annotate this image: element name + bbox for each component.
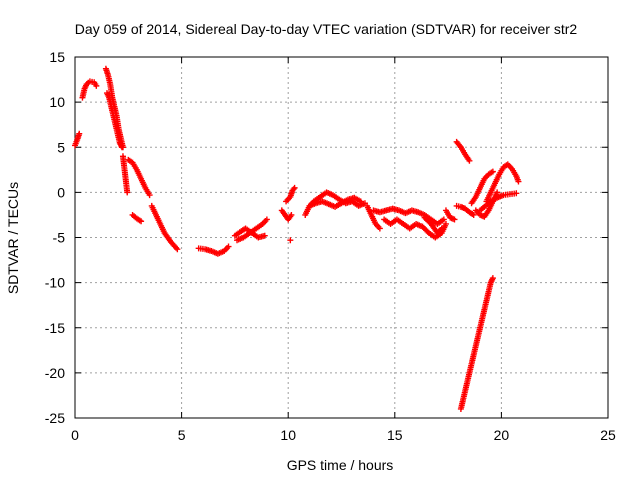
y-tick-label: 15 <box>49 49 65 65</box>
data-point <box>146 192 153 199</box>
data-point <box>118 144 125 151</box>
y-tick-label: 0 <box>57 184 65 200</box>
data-point <box>93 82 100 89</box>
y-axis-label: SDTVAR / TECUs <box>5 182 21 294</box>
data-point <box>489 275 496 282</box>
data-point <box>513 190 520 197</box>
data-point <box>357 198 364 205</box>
data-point <box>288 211 295 218</box>
data-point <box>494 189 501 196</box>
y-tick-label: -10 <box>45 275 65 291</box>
data-point <box>376 225 383 232</box>
x-tick-label: 20 <box>494 427 510 443</box>
data-point <box>174 246 181 253</box>
data-point <box>287 237 294 244</box>
data-point <box>466 157 473 164</box>
data-points <box>72 65 522 412</box>
y-tick-label: -25 <box>45 410 65 426</box>
y-tick-label: -15 <box>45 320 65 336</box>
data-point <box>442 220 449 227</box>
chart-title: Day 059 of 2014, Sidereal Day-to-day VTE… <box>75 21 578 37</box>
x-axis: 0 5 10 15 20 25 <box>71 57 616 443</box>
x-tick-label: 10 <box>280 427 296 443</box>
y-tick-label: -20 <box>45 365 65 381</box>
data-point <box>261 232 268 239</box>
data-point <box>515 178 522 185</box>
data-point <box>438 225 445 232</box>
data-point <box>489 168 496 175</box>
data-point <box>470 211 477 218</box>
grid <box>75 57 608 418</box>
y-axis: 15 10 5 0 -5 -10 -15 -20 -25 <box>45 49 608 426</box>
data-point <box>124 189 131 196</box>
data-point <box>76 130 83 137</box>
x-tick-label: 5 <box>178 427 186 443</box>
data-point <box>440 216 447 223</box>
data-point <box>451 216 458 223</box>
data-point <box>138 218 145 225</box>
data-point <box>263 216 270 223</box>
y-tick-label: 5 <box>57 139 65 155</box>
y-tick-label: 10 <box>49 94 65 110</box>
y-tick-label: -5 <box>53 230 66 246</box>
x-tick-label: 15 <box>387 427 403 443</box>
x-axis-label: GPS time / hours <box>287 457 394 473</box>
data-point <box>291 184 298 191</box>
data-point <box>225 243 232 250</box>
x-tick-label: 0 <box>71 427 79 443</box>
x-tick-label: 25 <box>600 427 616 443</box>
